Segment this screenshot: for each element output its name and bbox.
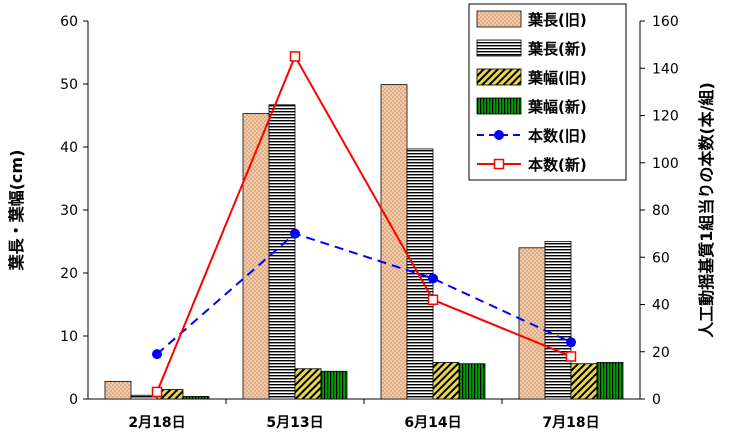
legend-marker [493,158,505,170]
bar-1-5月13日 [242,113,270,400]
left-tick-label: 60 [60,14,78,30]
bar-4-6月14日 [458,363,486,400]
left-tick-label: 10 [60,329,78,345]
series-lines [151,51,577,398]
right-tick-label: 20 [652,345,670,361]
category-label: 7月18日 [542,415,599,431]
legend-label: 葉幅(旧) [527,69,587,87]
right-tick-label: 60 [652,250,670,266]
right-tick-label: 160 [652,14,679,30]
x-axis-ticks: 2月18日 5月13日 6月14日 7月18日 [128,399,600,431]
right-tick-label: 40 [652,298,670,314]
bar-4-7月18日 [596,362,624,400]
legend-label: 葉長(旧) [527,11,587,29]
legend-swatch [476,97,522,115]
bar-2-6月14日 [406,148,434,400]
bar-4-2月18日 [182,396,210,400]
category-label: 5月13日 [266,415,323,431]
left-tick-label: 50 [60,77,78,93]
right-y-axis-ticks: 0 20 40 60 80 100 120 140 160 [640,14,679,408]
line-series-2 [156,54,572,393]
bars [104,84,624,400]
bar-2-7月18日 [544,241,572,400]
legend-box [468,3,627,181]
left-tick-label: 30 [60,203,78,219]
legend-swatch [476,39,522,57]
legend-label: 葉幅(新) [527,98,587,116]
line-point [289,51,301,62]
line-point [290,228,300,239]
left-y-axis-ticks: 0 10 20 30 40 50 60 [60,14,88,408]
legend-label: 本数(旧) [528,127,587,145]
left-tick-label: 20 [60,266,78,282]
bar-3-5月13日 [294,368,322,400]
right-axis-title: 人工動揺基質1組当りの本数(本/組) [697,82,716,338]
right-tick-label: 100 [652,156,679,172]
legend-swatch [476,10,522,28]
legend-marker [494,130,504,140]
left-tick-label: 40 [60,140,78,156]
bar-3-7月18日 [570,363,598,400]
line-point [566,337,576,348]
line-series-1 [156,232,572,355]
line-point [152,349,162,360]
line-point [565,351,577,362]
legend-swatch [476,68,522,86]
category-label: 6月14日 [404,415,461,431]
line-point [428,273,438,284]
right-tick-label: 140 [652,61,679,77]
bar-4-5月13日 [320,370,348,400]
line-point [427,294,439,306]
legend-label: 葉長(新) [527,40,587,58]
right-tick-label: 120 [652,109,679,125]
bar-3-6月14日 [432,362,460,400]
category-label: 2月18日 [128,415,185,431]
right-tick-label: 0 [652,392,661,408]
left-tick-label: 0 [69,392,78,408]
bar-1-2月18日 [104,380,132,400]
left-axis-title: 葉長・葉幅(cm) [7,150,26,272]
line-point [151,386,163,398]
bar-1-6月14日 [380,84,408,400]
right-tick-label: 80 [652,203,670,219]
legend: 葉長(旧) 葉長(新) 葉幅(旧) 葉幅(新) 本数(旧) 本数(新) [468,3,627,181]
legend-label: 本数(新) [528,156,587,174]
